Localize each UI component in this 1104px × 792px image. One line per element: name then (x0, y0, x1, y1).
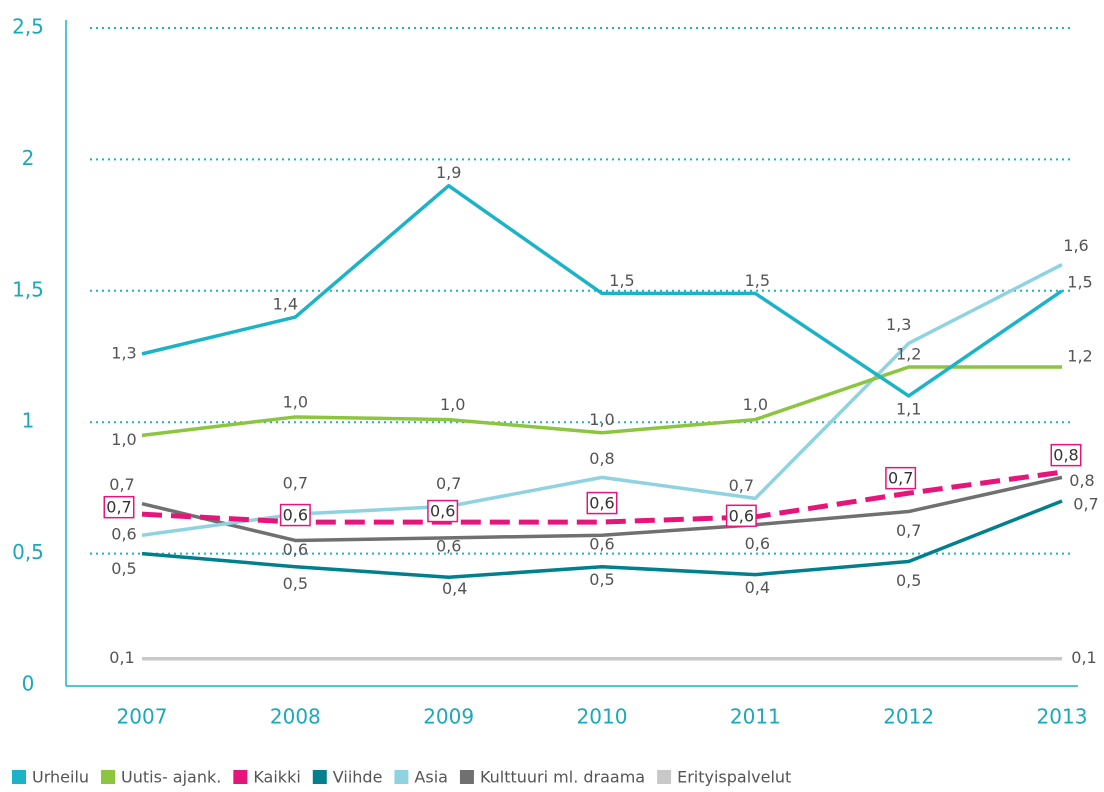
y-tick-label: 0 (22, 672, 35, 696)
data-label: 0,7 (729, 476, 754, 495)
data-label: 0,5 (283, 574, 308, 593)
data-label: 0,6 (729, 506, 754, 525)
x-tick-label: 2007 (117, 705, 168, 729)
series-line (141, 183, 1063, 398)
y-tick-label: 1 (22, 409, 35, 433)
data-label: 0,6 (589, 535, 614, 554)
legend-swatch (459, 770, 474, 784)
data-label: 1,0 (440, 395, 465, 414)
data-label-box (885, 466, 917, 490)
x-tick-label: 2013 (1037, 705, 1088, 729)
data-label: 1,0 (589, 410, 614, 429)
data-label: 1,9 (436, 163, 461, 182)
series-line (141, 365, 1062, 438)
x-tick-label: 2011 (730, 705, 781, 729)
data-label: 0,5 (111, 559, 136, 578)
data-label: 0,5 (589, 570, 614, 589)
legend-label: Kulttuuri ml. draama (480, 768, 645, 787)
data-label: 1,4 (273, 295, 298, 314)
y-tick-label: 2 (22, 146, 35, 170)
data-label: 0,7 (109, 475, 134, 494)
legend-swatch (233, 770, 248, 784)
data-label: 0,6 (745, 534, 770, 553)
legend-label: Kaikki (253, 768, 300, 787)
legend-label: Viihde (333, 768, 383, 787)
data-label: 0,5 (896, 571, 921, 590)
data-label: 0,8 (1053, 446, 1078, 465)
data-label: 1,5 (745, 271, 770, 290)
legend-swatch (12, 770, 26, 784)
data-label: 0,8 (1069, 471, 1094, 490)
x-tick-label: 2012 (883, 705, 934, 729)
data-label: 0,6 (283, 506, 308, 525)
data-label: 1,2 (1067, 347, 1092, 366)
data-label: 0,7 (896, 521, 921, 540)
data-label: 0,4 (442, 579, 467, 598)
data-label-box (586, 491, 618, 515)
data-label: 0,7 (1073, 495, 1098, 514)
data-label: 0,1 (1071, 648, 1096, 667)
data-label: 0,6 (111, 525, 136, 544)
data-label: 1,0 (743, 395, 768, 414)
legend-swatch (394, 770, 409, 784)
legend-swatch (657, 770, 672, 784)
data-label: 0,7 (106, 498, 131, 517)
data-label: 0,6 (589, 494, 614, 513)
data-label: 0,6 (430, 502, 455, 521)
legend-label: Uutis- ajank. (121, 768, 221, 787)
x-tick-label: 2010 (577, 705, 628, 729)
data-label: 0,1 (109, 648, 134, 667)
data-label: 0,6 (283, 540, 308, 559)
data-label: 0,7 (436, 474, 461, 493)
series-line (141, 475, 1063, 543)
legend-swatch (312, 770, 327, 784)
data-label-box (279, 503, 311, 527)
y-tick-label: 1,5 (12, 277, 44, 301)
y-tick-label: 0,5 (12, 540, 44, 564)
data-label: 0,7 (888, 469, 913, 488)
data-label: 1,0 (111, 430, 136, 449)
data-label: 1,0 (283, 392, 308, 411)
series-line (141, 499, 1063, 580)
data-label: 0,7 (283, 474, 308, 493)
data-label-box (103, 495, 135, 519)
data-label: 1,5 (609, 271, 634, 290)
data-label: 0,6 (436, 536, 461, 555)
data-label-box (427, 499, 459, 523)
data-label: 1,3 (886, 315, 911, 334)
data-label-box (725, 504, 757, 528)
legend-label: Urheilu (32, 768, 89, 787)
data-label-box (1050, 443, 1082, 467)
data-label: 1,6 (1063, 236, 1088, 255)
legend-swatch (101, 770, 116, 784)
y-tick-label: 2,5 (12, 15, 44, 39)
x-tick-label: 2008 (270, 705, 321, 729)
legend-label: Erityispalvelut (677, 768, 791, 787)
data-label: 1,1 (896, 399, 921, 418)
data-label: 0,4 (745, 578, 770, 597)
data-label: 1,3 (111, 343, 136, 362)
data-label: 1,5 (1067, 272, 1092, 291)
data-label: 1,2 (896, 345, 921, 364)
data-label: 0,8 (589, 449, 614, 468)
x-tick-label: 2009 (423, 705, 474, 729)
legend-label: Asia (414, 768, 448, 787)
